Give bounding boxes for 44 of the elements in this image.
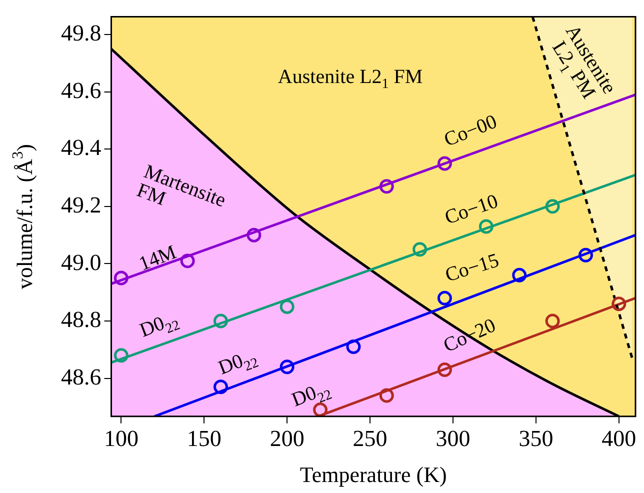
x-tick-label: 150	[186, 426, 222, 452]
x-tick-label: 300	[436, 426, 470, 452]
point	[437, 362, 452, 377]
y-axis-title: volume/f.u. (Å3)	[9, 144, 37, 290]
x-tick-label: 400	[602, 426, 636, 452]
point	[346, 340, 361, 354]
annotation: D022	[288, 382, 334, 412]
text: Co−10	[442, 190, 501, 229]
point	[545, 314, 560, 328]
point	[437, 290, 452, 306]
point	[180, 254, 195, 268]
y-tick-label: 49.8	[61, 20, 102, 46]
y-tick-label: 49.2	[61, 192, 102, 218]
point	[379, 388, 394, 403]
text: Co−20	[440, 314, 500, 357]
point	[612, 296, 626, 312]
x-tick-label: 350	[518, 426, 554, 452]
y-tick-label: 49.0	[61, 250, 102, 275]
point	[280, 299, 294, 314]
annotation: 14M	[136, 241, 180, 276]
x-axis-title: Temperature (K)	[300, 462, 447, 487]
x-tick-label: 100	[104, 426, 138, 452]
x-tick-label: 200	[270, 426, 304, 452]
point	[213, 380, 228, 394]
y-tick-label: 48.6	[61, 364, 102, 390]
point	[545, 199, 560, 214]
point	[246, 228, 262, 242]
x-tick-label: 250	[352, 426, 388, 452]
annotation: D022	[215, 350, 261, 380]
point	[578, 248, 593, 262]
y-tick-label: 49.4	[61, 135, 102, 160]
point	[114, 348, 128, 363]
point	[114, 270, 128, 286]
point	[412, 242, 428, 257]
point	[437, 156, 452, 171]
point	[213, 314, 228, 328]
point	[280, 360, 294, 374]
text: Co−15	[442, 249, 502, 286]
y-tick-label: 48.8	[61, 307, 102, 332]
y-tick-label: 49.6	[61, 78, 102, 103]
point	[379, 179, 394, 194]
annotation: D022	[136, 312, 182, 342]
text: Co−00	[441, 110, 500, 152]
point	[512, 268, 527, 282]
